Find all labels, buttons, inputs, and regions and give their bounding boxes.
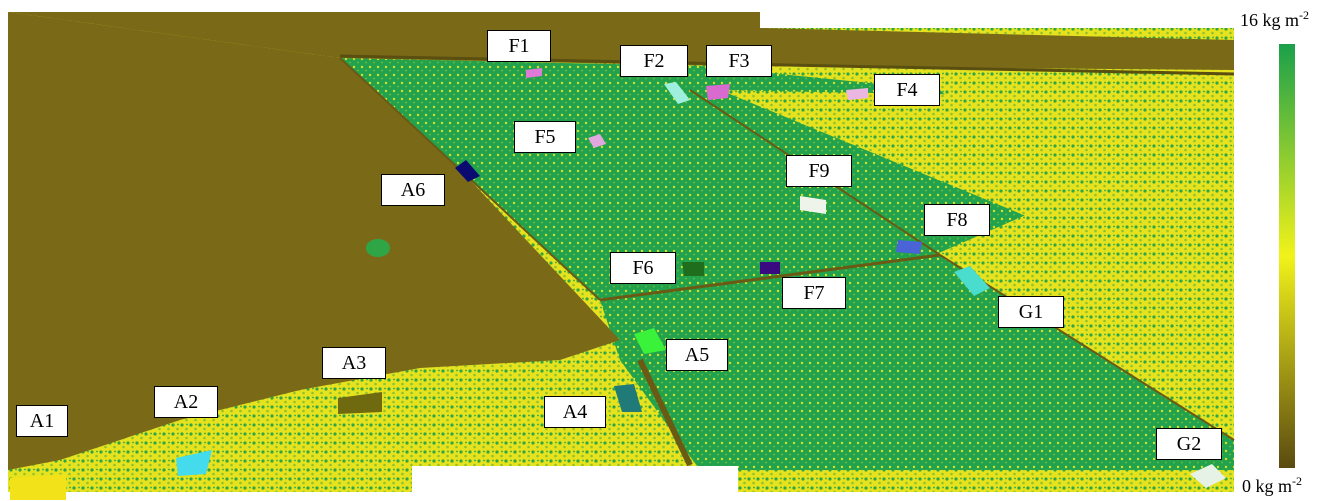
label-F5: F5 [514,121,576,153]
label-F2: F2 [620,45,688,77]
plot-F6 [682,262,704,276]
plot-A3 [338,392,382,414]
ditch-4 [637,358,693,467]
bottom-white-gap [412,466,738,501]
plot-F5 [588,134,606,148]
plot-F2 [664,82,690,104]
green-field-right [720,90,1234,300]
label-F7: F7 [782,277,846,309]
plot-F7 [760,262,780,274]
plot-F4 [846,88,868,100]
label-F9: F9 [786,155,852,187]
top-white-gap [760,0,1241,28]
plot-A2 [176,450,212,476]
label-F1: F1 [487,30,551,62]
ditch-2 [939,254,1235,441]
plot-F1 [526,68,542,78]
colorbar-max-label: 16 kg m-2 [1240,8,1310,30]
plot-G1 [954,266,990,296]
colorbar-min-label: 0 kg m-2 [1242,474,1303,496]
plot-A1 [10,474,66,500]
plot-F8 [896,240,922,254]
plot-A5 [634,328,666,354]
label-A2: A2 [154,386,218,418]
plot-F3 [706,84,730,100]
label-A4: A4 [544,396,606,428]
plot-A4 [614,384,642,412]
plot-A6 [455,160,480,182]
bare-soil-area [8,12,620,470]
label-F8: F8 [924,204,990,236]
green-field-lower [600,255,1234,470]
label-A6: A6 [381,174,445,206]
vegetation-patch [366,239,390,257]
plot-F9 [800,196,826,214]
label-A1: A1 [16,405,68,437]
label-G1: G1 [998,296,1064,328]
label-G2: G2 [1156,428,1222,460]
label-F3: F3 [706,45,772,77]
colorbar [1279,44,1295,468]
plot-G2 [1190,464,1226,488]
label-F6: F6 [610,252,676,284]
label-A3: A3 [322,347,386,379]
label-A5: A5 [666,339,728,371]
ditch-1 [599,253,941,302]
label-F4: F4 [874,74,940,106]
top-olive-strip [8,12,1234,70]
